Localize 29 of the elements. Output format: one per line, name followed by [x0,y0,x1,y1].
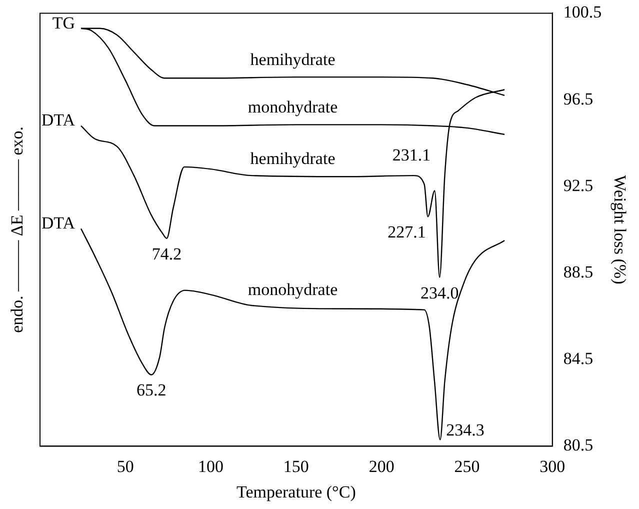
series-label: monohydrate [248,280,338,299]
x-axis-title: Temperature (°C) [236,482,356,502]
x-tick-label: 150 [283,456,309,476]
text: endo. ——— ΔE ——— exo. [7,126,26,333]
annotation: 74.2 [152,244,182,264]
x-tick-label: 100 [198,456,224,476]
series-label: hemihydrate [250,50,336,70]
y-tick-label: 88.5 [563,262,594,282]
series-label: monohydrate [248,98,338,117]
y-tick-label: 84.5 [563,349,594,368]
y-tick-label: 100.5 [563,2,602,22]
annotation: 65.2 [136,380,166,400]
y-tick-label: 80.5 [563,436,594,455]
annotation: DTA [41,214,76,233]
y-tick-label: 96.5 [563,89,594,108]
series-label: hemihydrate [250,149,336,168]
y-tick-label: 92.5 [563,176,594,195]
x-tick-label: 250 [454,456,480,476]
x-tick-label: 50 [116,456,134,476]
annotation: 227.1 [388,222,426,242]
annotation: 234.3 [446,420,484,440]
x-tick-label: 300 [540,456,566,476]
annotation: DTA [41,110,76,130]
annotation: 234.0 [420,283,459,302]
line-series [80,228,506,440]
y-axis-title: Weight loss (%) [610,175,630,284]
annotation: 231.1 [392,146,431,165]
annotation: TG [52,13,75,32]
x-tick-label: 200 [368,456,394,476]
